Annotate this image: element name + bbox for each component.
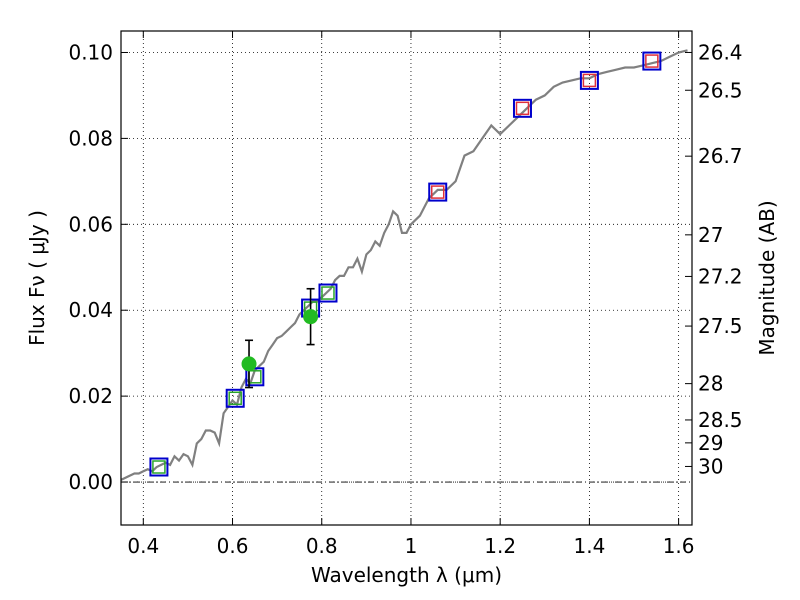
x-tick-label: 1.6 xyxy=(663,534,695,558)
y-tick-label: 0.10 xyxy=(68,40,113,64)
y-axis-title: Flux Fν ( μJy ) xyxy=(25,210,49,346)
y-tick-label: 0.08 xyxy=(68,126,113,150)
model-flux-marker xyxy=(582,73,597,88)
magnitude-tick-label: 28 xyxy=(698,372,723,396)
x-tick-label: 0.4 xyxy=(127,534,159,558)
x-tick-label: 0.6 xyxy=(217,534,249,558)
y-tick-label: 0.00 xyxy=(68,470,113,494)
ticks-group xyxy=(121,31,692,525)
magnitude-tick-label: 30 xyxy=(698,454,723,478)
magnitude-axis-title: Magnitude (AB) xyxy=(755,200,779,355)
observed-flux-marker xyxy=(579,70,599,90)
magnitude-tick-label: 27.5 xyxy=(698,314,743,338)
observed-flux-marker xyxy=(225,388,245,408)
observed-flux-marker xyxy=(149,457,169,477)
y-tick-label: 0.06 xyxy=(68,212,113,236)
observed-flux-marker xyxy=(318,283,338,303)
detection-point xyxy=(303,309,319,325)
magnitude-tick-label: 27.2 xyxy=(698,264,743,288)
magnitude-tick-label: 28.5 xyxy=(698,408,743,432)
sed-line-group xyxy=(120,49,688,481)
observed-flux-marker xyxy=(512,98,532,118)
markers-group xyxy=(149,51,662,477)
x-tick-label: 1.4 xyxy=(573,534,605,558)
magnitude-tick-label: 26.7 xyxy=(698,144,743,168)
magnitude-tick-label: 29 xyxy=(698,431,723,455)
x-tick-label: 1.2 xyxy=(484,534,516,558)
model-flux-marker xyxy=(152,460,166,474)
model-flux-marker xyxy=(645,54,659,68)
model-flux-marker xyxy=(321,286,335,300)
y-tick-label: 0.02 xyxy=(68,384,113,408)
plot-frame xyxy=(120,30,693,526)
observed-flux-marker xyxy=(428,182,448,202)
x-tick-label: 1 xyxy=(405,534,418,558)
detection-point xyxy=(241,356,257,372)
magnitude-tick-label: 27 xyxy=(698,223,723,247)
model-flux-marker xyxy=(515,101,530,116)
sed-template-line xyxy=(120,49,688,481)
x-tick-label: 0.8 xyxy=(306,534,338,558)
model-flux-marker xyxy=(228,391,242,406)
y-tick-label: 0.04 xyxy=(68,298,113,322)
grid-lines xyxy=(121,31,692,525)
tick-labels-group: 0.4 0.6 0.8 1 1.2 1.4 1.6 0.00 0.02 0.04 0.06 0.08 0… xyxy=(68,40,742,558)
magnitude-tick-label: 26.5 xyxy=(698,78,743,102)
x-axis-title: Wavelength λ (μm) xyxy=(311,563,502,587)
model-flux-marker xyxy=(430,185,445,199)
observed-flux-marker xyxy=(642,51,662,71)
magnitude-tick-label: 26.4 xyxy=(698,40,743,64)
